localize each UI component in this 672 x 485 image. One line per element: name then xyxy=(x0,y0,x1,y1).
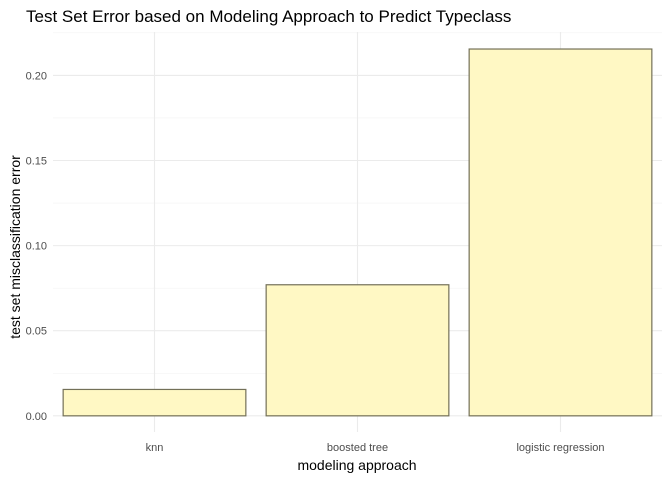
chart-title: Test Set Error based on Modeling Approac… xyxy=(26,7,511,26)
y-tick-label: 0.00 xyxy=(26,411,47,423)
y-tick-label: 0.15 xyxy=(26,156,47,168)
bar-series xyxy=(62,48,653,417)
y-tick-label: 0.20 xyxy=(26,70,47,82)
y-axis-title: test set misclassification error xyxy=(7,155,23,339)
y-tick-label: 0.10 xyxy=(26,241,47,253)
bar-boosted-tree xyxy=(265,284,450,417)
y-tick-label: 0.05 xyxy=(26,326,47,338)
bar-knn xyxy=(62,388,247,417)
x-axis-title: modeling approach xyxy=(297,457,416,473)
x-tick-label: boosted tree xyxy=(327,442,388,454)
x-tick-label: logistic regression xyxy=(516,442,604,454)
bar-logistic-regression xyxy=(468,48,653,417)
x-tick-label: knn xyxy=(146,442,164,454)
y-axis-ticks: 0.00 0.05 0.10 0.15 0.20 xyxy=(26,70,47,422)
x-axis-ticks: knn boosted tree logistic regression xyxy=(146,442,605,454)
